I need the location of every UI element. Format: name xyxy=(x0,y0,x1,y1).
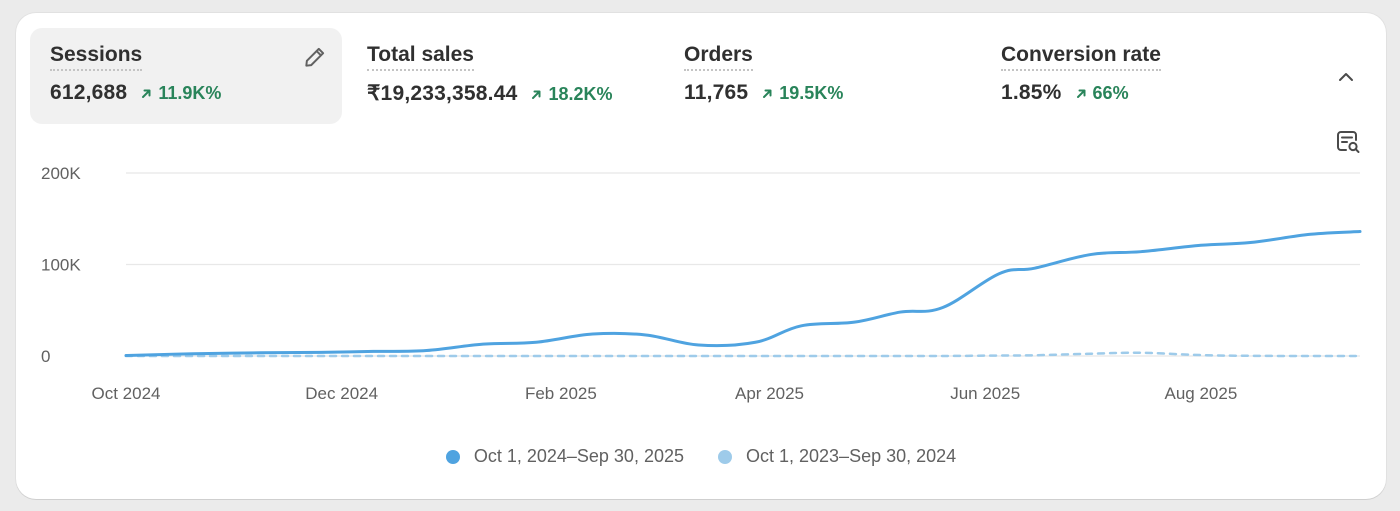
legend-item-current[interactable]: Oct 1, 2024–Sep 30, 2025 xyxy=(445,446,684,467)
legend-label-previous: Oct 1, 2023–Sep 30, 2024 xyxy=(746,446,957,466)
metric-label[interactable]: Orders xyxy=(684,44,753,71)
explore-report-icon[interactable] xyxy=(1334,128,1362,156)
sessions-line-chart: 0 100K 200K Oct 2024 Dec 2024 Feb 2025 Apr 202… xyxy=(41,164,1362,403)
x-tick-label: Jun 2025 xyxy=(950,384,1020,403)
x-tick-label: Oct 2024 xyxy=(92,384,161,403)
metric-sessions[interactable]: Sessions 612,688 11.9K% xyxy=(30,28,342,124)
metric-total-sales[interactable]: Total sales ₹19,233,358.44 18.2K% xyxy=(347,28,647,124)
x-tick-label: Feb 2025 xyxy=(525,384,597,403)
metric-value: 612,688 xyxy=(50,81,128,104)
metric-change: 66% xyxy=(1076,83,1129,104)
y-tick-label: 200K xyxy=(41,164,81,183)
series-line-previous xyxy=(124,351,1362,358)
x-tick-label: Dec 2024 xyxy=(305,384,378,403)
arrow-up-right-icon xyxy=(142,89,151,98)
arrow-up-right-icon xyxy=(763,89,772,98)
metric-change-value: 18.2K% xyxy=(548,84,613,104)
legend-dot-current xyxy=(445,449,460,464)
metric-row: 1.85% 66% xyxy=(1001,81,1261,105)
metric-value: ₹19,233,358.44 xyxy=(367,82,518,105)
metric-value: 1.85% xyxy=(1001,81,1062,104)
metric-label[interactable]: Conversion rate xyxy=(1001,44,1161,71)
metric-value: 11,765 xyxy=(684,81,749,104)
metric-row: 11,765 19.5K% xyxy=(684,81,944,105)
metric-label[interactable]: Sessions xyxy=(50,44,143,71)
pencil-icon[interactable] xyxy=(302,44,328,70)
analytics-card: Sessions 612,688 11.9K% Total sales ₹19,… xyxy=(16,13,1386,499)
arrow-up-right-icon xyxy=(532,90,541,99)
y-tick-label: 100K xyxy=(41,256,81,275)
metric-row: ₹19,233,358.44 18.2K% xyxy=(367,81,627,106)
metric-change-value: 66% xyxy=(1092,83,1129,103)
metric-change: 18.2K% xyxy=(531,84,613,105)
metric-change-value: 11.9K% xyxy=(158,83,222,103)
x-tick-label: Aug 2025 xyxy=(1164,384,1237,403)
legend-item-previous[interactable]: Oct 1, 2023–Sep 30, 2024 xyxy=(718,446,956,467)
metric-orders[interactable]: Orders 11,765 19.5K% xyxy=(664,28,964,124)
chart-legend: Oct 1, 2024–Sep 30, 2025 Oct 1, 2023–Sep… xyxy=(16,446,1386,467)
metric-conversion-rate[interactable]: Conversion rate 1.85% 66% xyxy=(981,28,1281,124)
chevron-up-icon[interactable] xyxy=(1334,65,1358,89)
legend-dot-previous xyxy=(718,449,732,464)
x-tick-label: Apr 2025 xyxy=(735,384,804,403)
metric-label[interactable]: Total sales xyxy=(367,44,474,71)
metric-change: 11.9K% xyxy=(141,83,221,104)
metric-change-value: 19.5K% xyxy=(779,83,844,103)
metric-change: 19.5K% xyxy=(762,83,843,104)
legend-label-current: Oct 1, 2024–Sep 30, 2025 xyxy=(473,446,684,466)
y-tick-label: 0 xyxy=(41,347,50,366)
arrow-up-right-icon xyxy=(1076,89,1086,98)
series-line-current xyxy=(124,230,1362,358)
metric-row: 612,688 11.9K% xyxy=(50,81,322,105)
